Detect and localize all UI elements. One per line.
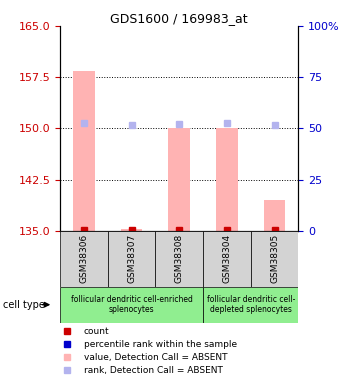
Text: GSM38307: GSM38307	[127, 234, 136, 284]
Text: cell type: cell type	[3, 300, 45, 310]
Text: GSM38304: GSM38304	[222, 234, 232, 284]
Text: follicular dendritic cell-enriched
splenocytes: follicular dendritic cell-enriched splen…	[71, 295, 192, 314]
Bar	[203, 287, 298, 322]
Bar	[264, 200, 285, 231]
Text: GSM38305: GSM38305	[270, 234, 279, 284]
Bar	[155, 231, 203, 287]
Bar	[60, 287, 203, 322]
Title: GDS1600 / 169983_at: GDS1600 / 169983_at	[110, 12, 248, 25]
Bar	[216, 128, 238, 231]
Text: follicular dendritic cell-
depleted splenocytes: follicular dendritic cell- depleted sple…	[206, 295, 295, 314]
Bar	[73, 70, 95, 231]
Bar	[251, 231, 298, 287]
Text: GSM38306: GSM38306	[79, 234, 88, 284]
Text: value, Detection Call = ABSENT: value, Detection Call = ABSENT	[84, 353, 227, 362]
Bar	[168, 128, 190, 231]
Text: count: count	[84, 327, 109, 336]
Text: GSM38308: GSM38308	[175, 234, 184, 284]
Text: rank, Detection Call = ABSENT: rank, Detection Call = ABSENT	[84, 366, 223, 375]
Bar	[108, 231, 155, 287]
Bar	[60, 231, 108, 287]
Bar	[121, 229, 142, 231]
Bar	[203, 231, 251, 287]
Text: percentile rank within the sample: percentile rank within the sample	[84, 340, 237, 349]
